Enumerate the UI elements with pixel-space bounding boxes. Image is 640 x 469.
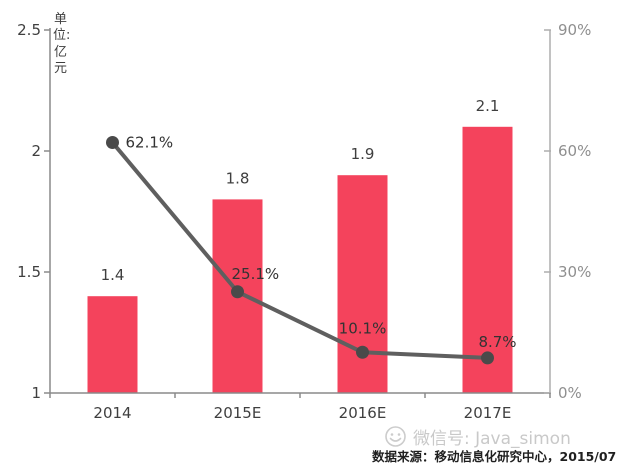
bar-value-label: 1.4 xyxy=(101,266,125,284)
right-tick-label: 90% xyxy=(558,21,591,39)
left-tick-label: 1.5 xyxy=(17,263,41,281)
bar-2014 xyxy=(87,296,138,393)
source-note: 数据来源：移动信息化研究中心，2015/07 xyxy=(372,449,617,464)
wechat-smiley-icon xyxy=(385,426,406,447)
point-label: 62.1% xyxy=(126,134,174,152)
x-axis-label: 2015E xyxy=(214,404,262,422)
point-marker xyxy=(481,351,494,365)
x-axis-label: 2016E xyxy=(339,404,387,422)
bar-value-label: 1.8 xyxy=(226,169,250,187)
right-tick-label: 60% xyxy=(558,142,591,160)
bar-2016E xyxy=(337,175,388,393)
right-tick-label: 30% xyxy=(558,263,591,281)
watermark-text: 微信号: Java_simon xyxy=(413,429,571,449)
bar-value-label: 2.1 xyxy=(476,97,500,115)
growth-line xyxy=(110,141,488,360)
left-tick-label: 2.5 xyxy=(17,21,41,39)
left-tick-label: 1 xyxy=(31,384,41,402)
point-marker xyxy=(106,136,119,150)
x-axis-label: 2017E xyxy=(464,404,512,422)
point-label: 10.1% xyxy=(339,319,387,337)
point-marker xyxy=(231,285,244,299)
watermark: 微信号: Java_simon xyxy=(384,424,571,449)
point-label: 25.1% xyxy=(232,265,280,283)
right-tick-label: 0% xyxy=(558,384,582,402)
left-axis-title: 单位:亿元 xyxy=(53,12,71,76)
left-tick-label: 2 xyxy=(31,142,41,160)
point-marker xyxy=(356,345,369,359)
x-axis-label: 2014 xyxy=(93,404,131,422)
point-label: 8.7% xyxy=(478,333,516,351)
bar-2017E xyxy=(462,126,513,394)
bar-value-label: 1.9 xyxy=(351,145,375,163)
